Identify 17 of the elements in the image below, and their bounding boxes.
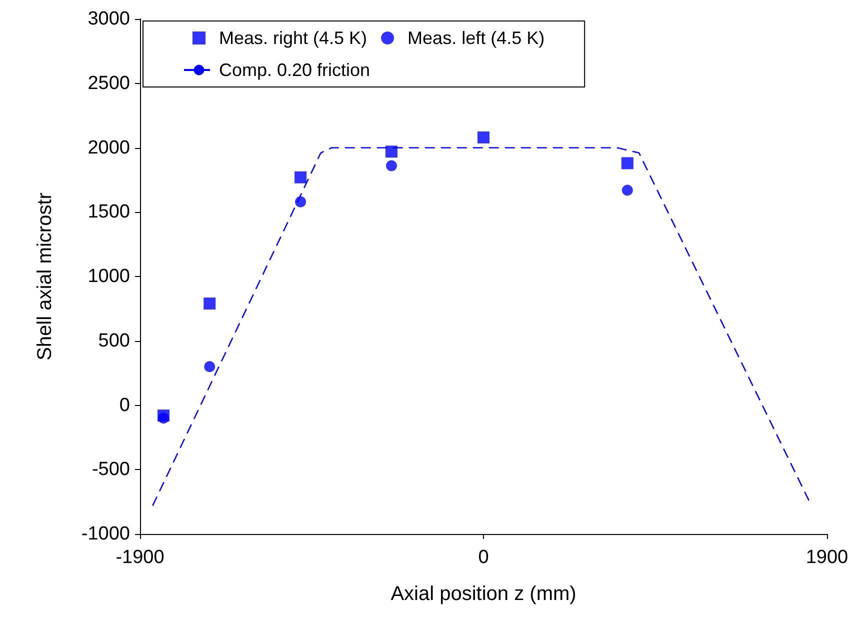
y-tick-label: 1500 [88,202,130,223]
y-tick-label: 0 [119,394,130,416]
y-tick-label: 3000 [88,8,130,30]
y-tick-label: 2000 [88,137,130,158]
legend-label: Meas. right (4.5 K) [219,28,368,48]
y-tick-label: -500 [92,459,130,480]
legend-label: Comp. 0.20 friction [219,60,370,80]
y-tick-label: 500 [98,330,130,352]
x-tick-label: -1900 [116,547,164,568]
x-tick-label: 1900 [806,547,848,568]
y-axis-title: Shell axial microstr [34,192,56,360]
x-axis-title: Axial position z (mm) [390,583,576,605]
y-tick-label: -1000 [81,524,130,544]
y-tick-label: 2500 [88,72,130,94]
y-tick-label: 1000 [88,266,130,287]
x-tick-label: 0 [478,547,489,568]
legend-label: Meas. left (4.5 K) [408,28,545,48]
